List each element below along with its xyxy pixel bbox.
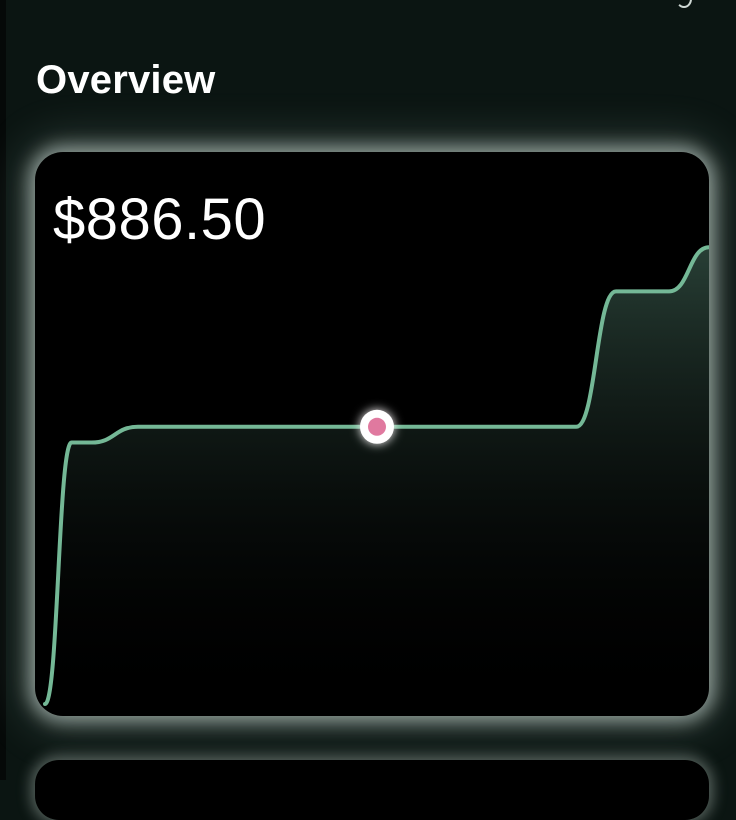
status-icon (676, 0, 692, 8)
page-title: Overview (36, 58, 216, 102)
left-edge (0, 0, 6, 780)
overview-card[interactable]: $886.50 (35, 152, 709, 716)
balance-value: $886.50 (53, 187, 267, 252)
marker-dot (368, 417, 386, 436)
chart-line (43, 245, 709, 706)
chart-marker[interactable] (360, 409, 394, 444)
next-card[interactable] (35, 760, 709, 820)
balance-chart[interactable] (35, 152, 709, 716)
chart-area (45, 247, 709, 716)
